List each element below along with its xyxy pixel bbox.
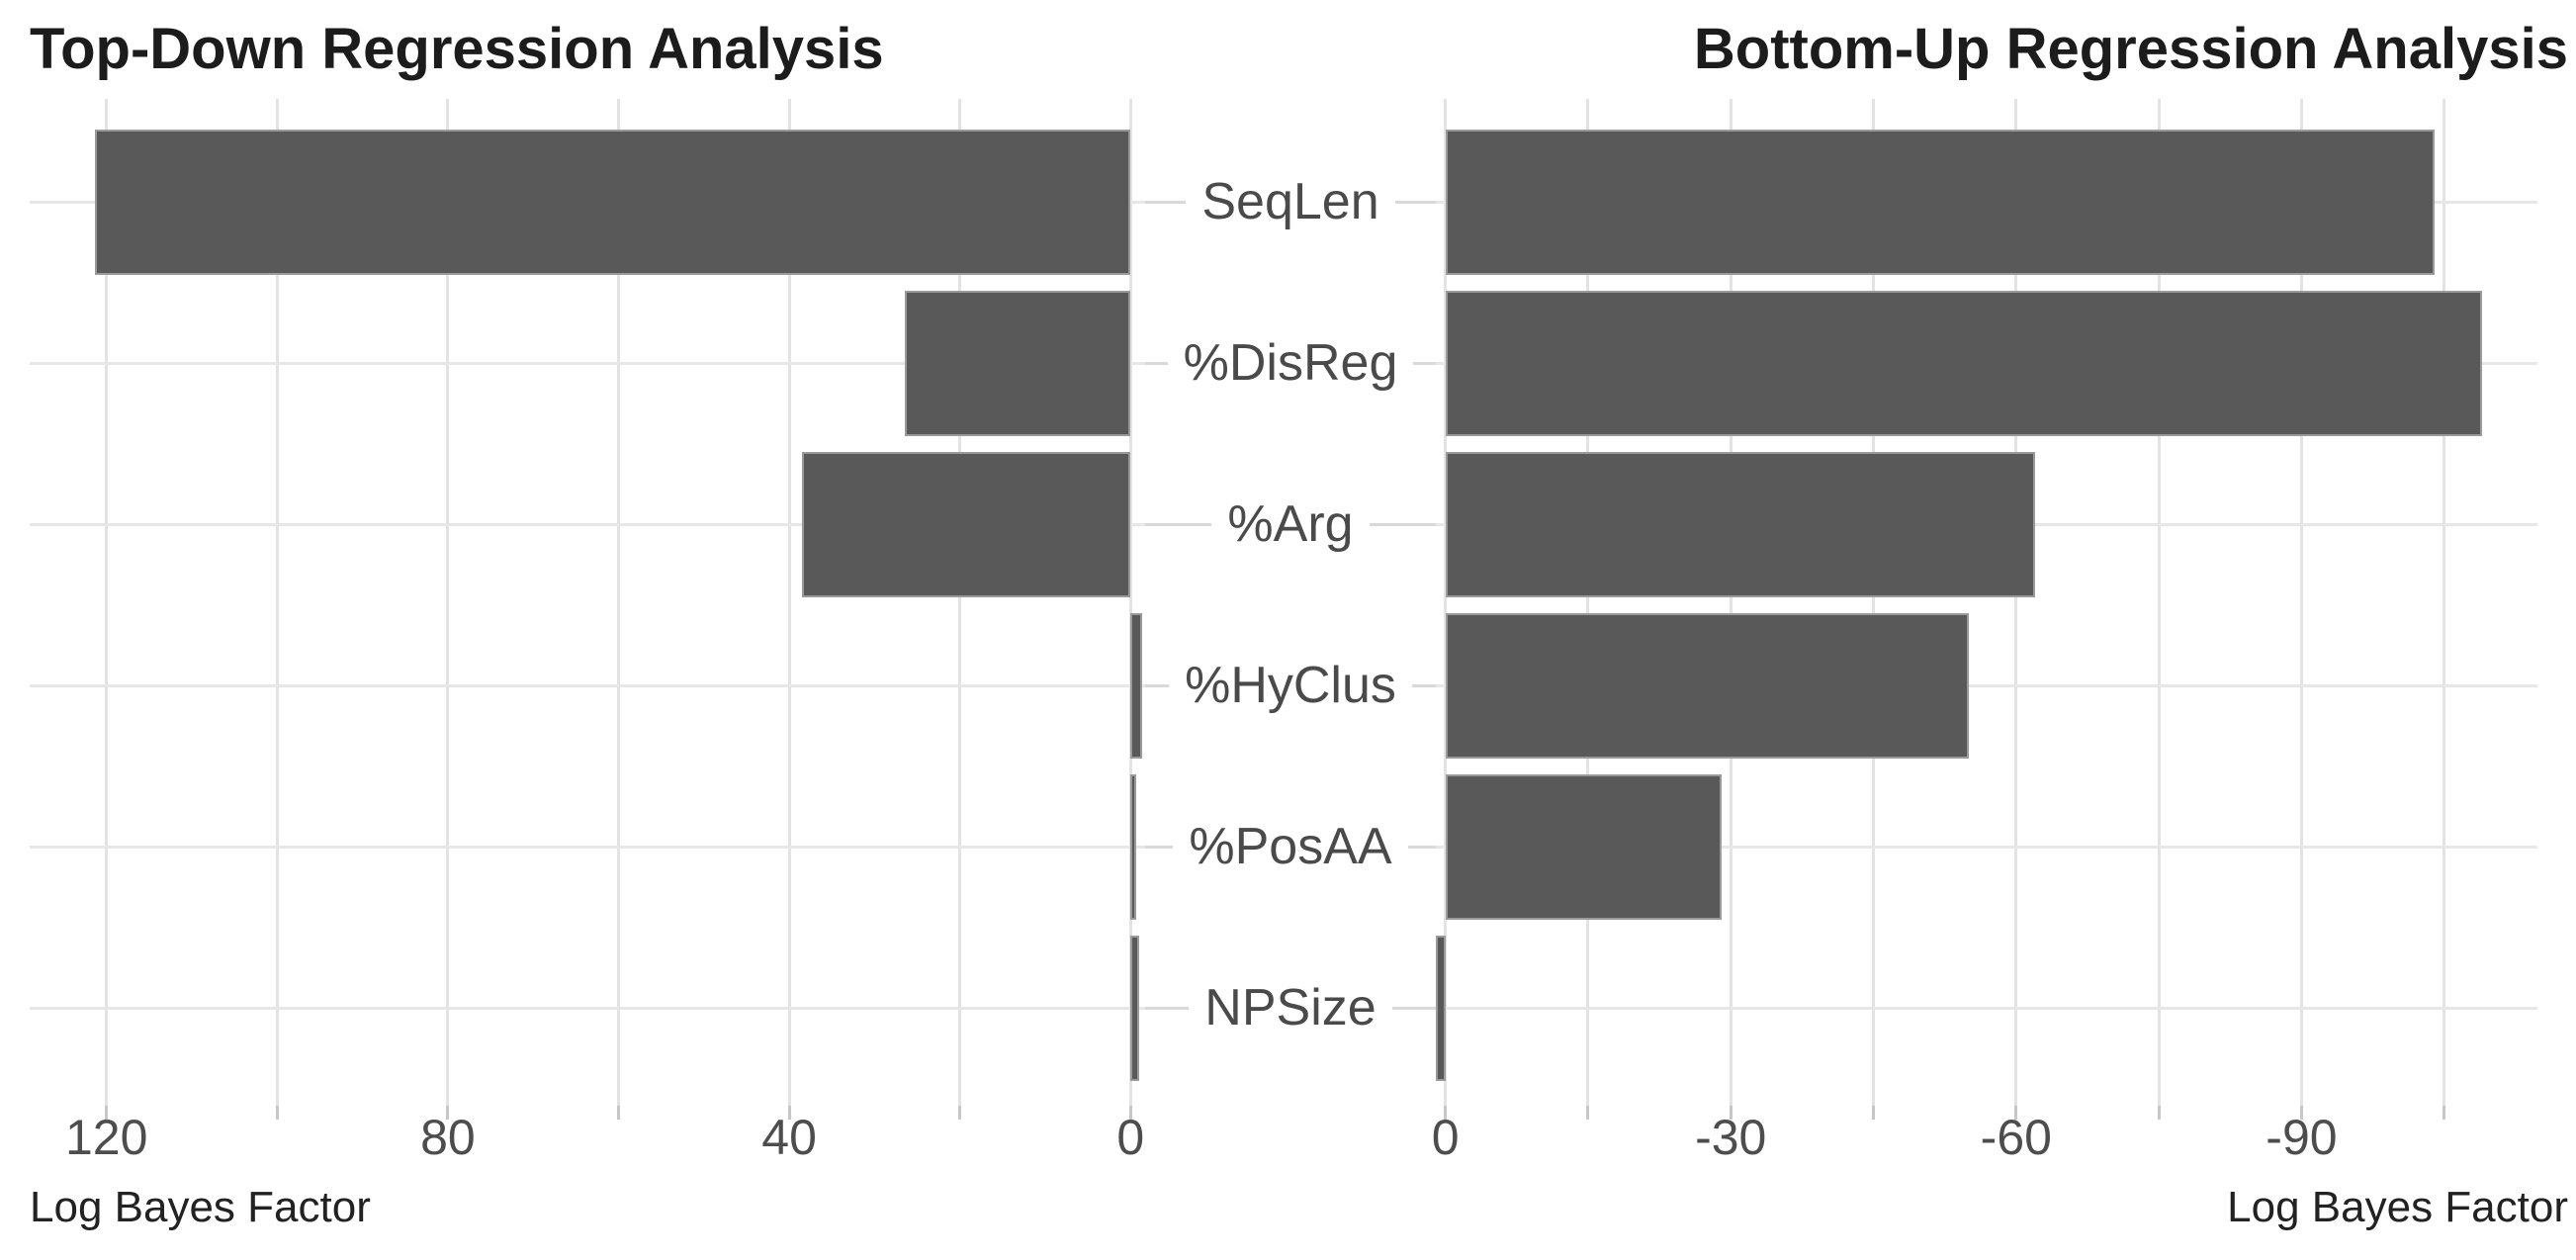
bottom-up-axis-caption: Log Bayes Factor: [2227, 1183, 2568, 1231]
leader-line-left: [1145, 845, 1174, 849]
bar-%HyClus: [1445, 612, 1969, 759]
leader-line-right: [1369, 522, 1436, 526]
x-axis-tick: [787, 1106, 791, 1120]
x-axis-tick-label: 0: [1116, 1110, 1145, 1165]
bar-%DisReg: [1445, 290, 2483, 436]
top-down-axis-caption: Log Bayes Factor: [30, 1183, 371, 1231]
x-axis-tick: [1444, 1106, 1448, 1120]
horizontal-gridline: [30, 683, 1145, 687]
category-label: NPSize: [1204, 979, 1377, 1036]
horizontal-gridline: [1436, 1006, 2537, 1010]
category-row-%PosAA: %PosAA: [1145, 817, 1436, 876]
category-label: %Arg: [1227, 495, 1354, 553]
bar-%PosAA: [1130, 773, 1136, 920]
leader-line-right: [1411, 683, 1437, 687]
x-axis-tick: [1586, 1106, 1590, 1120]
vertical-gridline: [1444, 99, 1448, 1106]
category-labels-column: SeqLen %DisReg %Arg %HyClus %PosAA NPSize: [1145, 99, 1437, 1106]
leader-line-right: [1394, 200, 1437, 204]
horizontal-gridline: [1436, 683, 2537, 687]
x-axis-tick: [105, 1106, 109, 1120]
leader-line-left: [1145, 361, 1168, 365]
bar-%DisReg: [904, 290, 1131, 436]
vertical-gridline: [787, 99, 791, 1106]
vertical-gridline: [617, 99, 620, 1106]
x-axis-tick-label: -60: [1980, 1110, 2052, 1165]
bar-SeqLen: [1445, 129, 2436, 275]
horizontal-gridline: [1436, 845, 2537, 849]
x-axis-tick-label: 80: [420, 1110, 476, 1165]
horizontal-gridline: [30, 845, 1145, 849]
vertical-gridline: [1128, 99, 1132, 1106]
x-axis-tick: [446, 1106, 450, 1120]
top-down-chart-title: Top-Down Regression Analysis: [30, 17, 884, 81]
vertical-gridline: [105, 99, 109, 1106]
x-axis-tick: [2014, 1106, 2018, 1120]
bar-%Arg: [1445, 451, 2036, 597]
x-axis-tick: [1128, 1106, 1132, 1120]
horizontal-gridline: [30, 522, 1145, 526]
category-label: %PosAA: [1189, 818, 1392, 875]
x-axis-tick: [2299, 1106, 2303, 1120]
x-axis-tick: [275, 1106, 279, 1120]
category-row-SeqLen: SeqLen: [1145, 172, 1437, 231]
vertical-gridline: [1729, 99, 1732, 1106]
leader-line-left: [1145, 683, 1170, 687]
category-row-NPSize: NPSize: [1145, 978, 1436, 1037]
bar-%HyClus: [1130, 612, 1142, 759]
vertical-gridline: [2014, 99, 2018, 1106]
horizontal-gridline: [30, 361, 1145, 365]
x-axis-tick-label: 40: [761, 1110, 817, 1165]
vertical-gridline: [1872, 99, 1876, 1106]
vertical-gridline: [446, 99, 450, 1106]
bottom-up-chart-panel: [1436, 99, 2537, 1106]
x-axis-tick: [958, 1106, 962, 1120]
bar-NPSize: [1130, 935, 1139, 1081]
category-row-%DisReg: %DisReg: [1145, 333, 1437, 393]
vertical-gridline: [275, 99, 279, 1106]
vertical-gridline: [2157, 99, 2161, 1106]
leader-line-right: [1413, 361, 1437, 365]
leader-line-left: [1145, 200, 1187, 204]
vertical-gridline: [958, 99, 962, 1106]
horizontal-gridline: [30, 1006, 1145, 1010]
x-axis-tick: [617, 1106, 620, 1120]
top-down-chart-panel: [30, 99, 1145, 1106]
category-row-%HyClus: %HyClus: [1145, 656, 1437, 715]
vertical-gridline: [1586, 99, 1590, 1106]
leader-line-left: [1145, 522, 1212, 526]
leader-line-left: [1145, 1006, 1190, 1010]
x-axis-tick-label: 120: [64, 1110, 148, 1165]
category-label: %DisReg: [1183, 334, 1398, 392]
bar-%PosAA: [1445, 773, 1722, 920]
category-label: %HyClus: [1185, 657, 1396, 714]
bar-SeqLen: [95, 129, 1131, 275]
x-axis-tick-label: 0: [1431, 1110, 1460, 1165]
leader-line-right: [1407, 845, 1436, 849]
bottom-up-chart-title: Bottom-Up Regression Analysis: [1693, 17, 2568, 81]
x-axis-tick: [1729, 1106, 1732, 1120]
leader-line-right: [1391, 1006, 1436, 1010]
x-axis-tick-label: -30: [1695, 1110, 1767, 1165]
category-label: SeqLen: [1201, 173, 1379, 230]
x-axis-tick-label: -90: [2265, 1110, 2338, 1165]
bar-NPSize: [1436, 935, 1446, 1081]
x-axis-tick: [2443, 1106, 2446, 1120]
vertical-gridline: [2443, 99, 2446, 1106]
vertical-gridline: [2299, 99, 2303, 1106]
x-axis-tick: [1872, 1106, 1876, 1120]
category-row-%Arg: %Arg: [1145, 495, 1436, 554]
x-axis-tick: [2157, 1106, 2161, 1120]
bar-%Arg: [802, 451, 1131, 597]
